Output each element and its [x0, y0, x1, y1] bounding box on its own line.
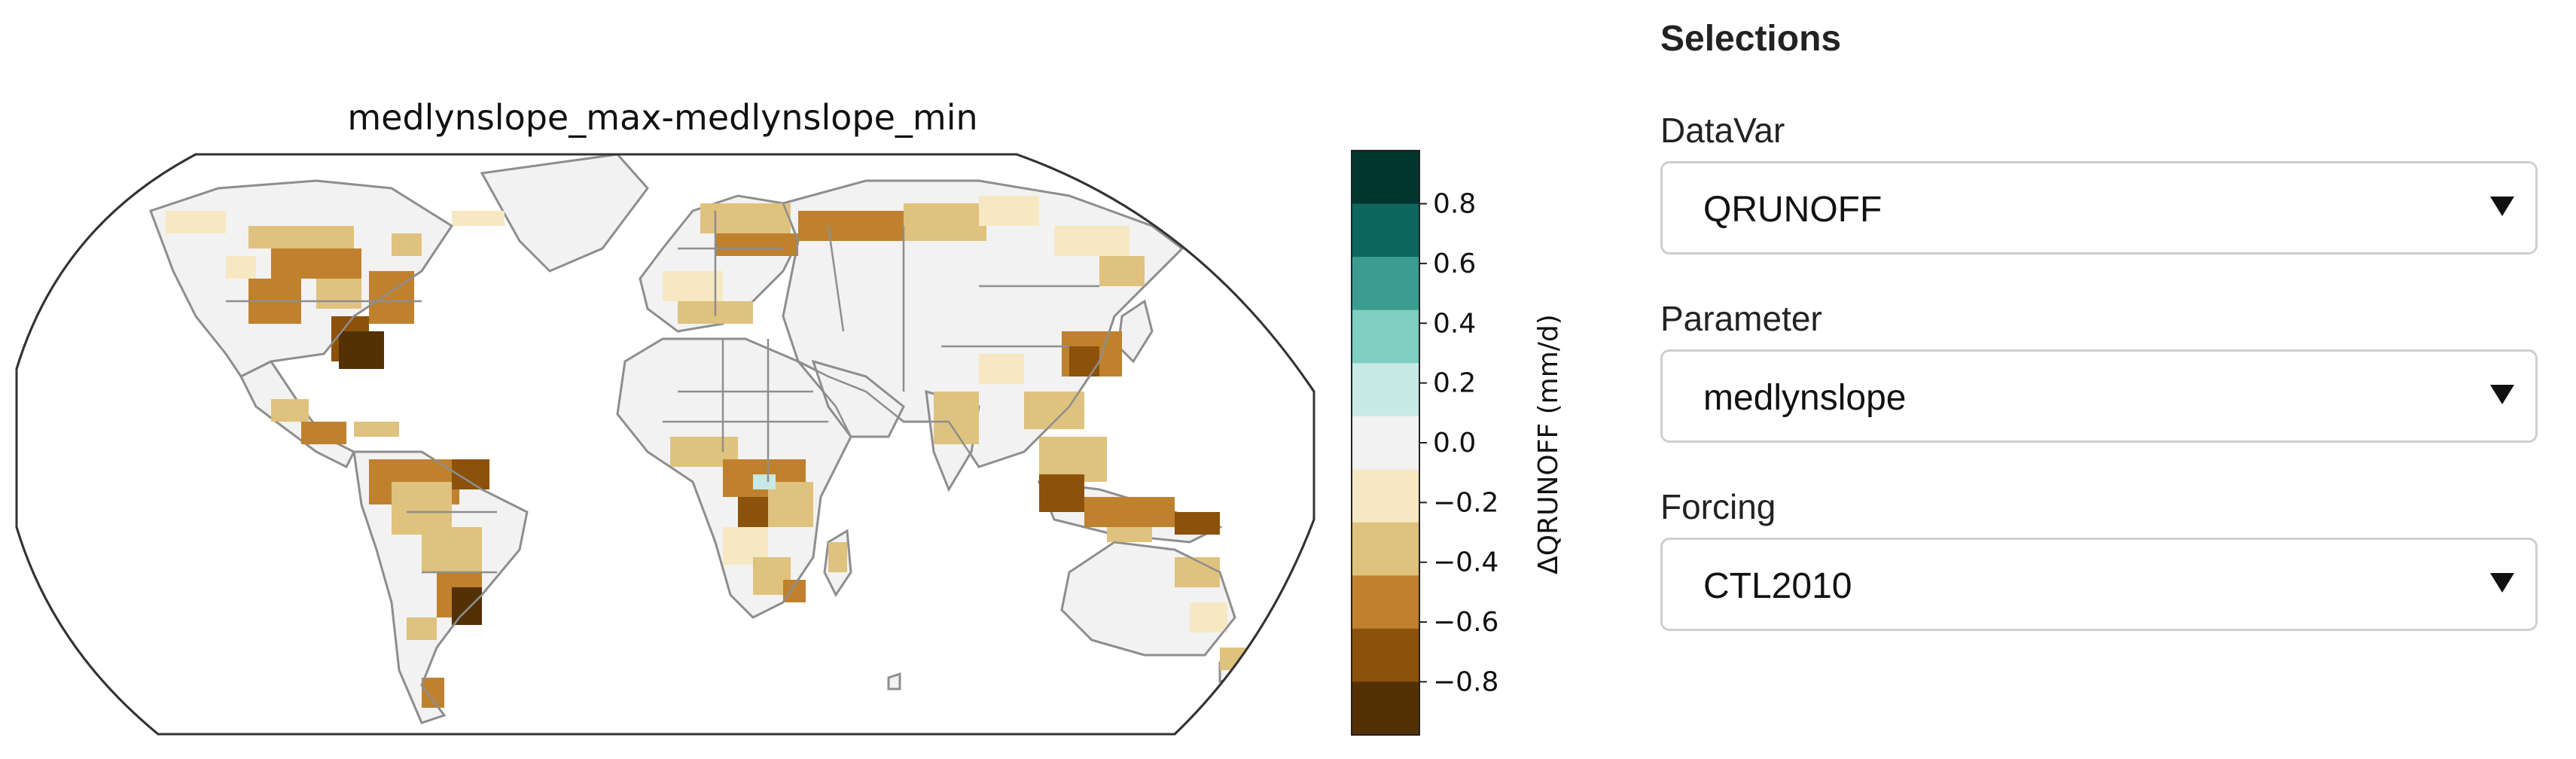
- selections-heading: Selections: [1660, 18, 1841, 59]
- datavar-value: QRUNOFF: [1703, 189, 1882, 230]
- colorbar-tick-label: −0.8: [1433, 666, 1498, 697]
- colorbar-tick-label: −0.2: [1433, 487, 1498, 518]
- selections-panel: Selections DataVar QRUNOFF Parameter med…: [1660, 0, 2576, 759]
- colorbar-segment: [1352, 151, 1419, 204]
- colorbar-segment: [1352, 257, 1419, 310]
- colorbar-segment: [1352, 469, 1419, 523]
- colorbar-segment: [1352, 629, 1419, 682]
- colorbar-tick-label: 0.8: [1433, 189, 1476, 220]
- chevron-down-icon: [2490, 573, 2514, 593]
- chevron-down-icon: [2490, 385, 2514, 404]
- parameter-label: Parameter: [1660, 298, 1822, 339]
- colorbar-tick-label: 0.0: [1433, 428, 1476, 459]
- colorbar: 0.8 0.6 0.4 0.2 0.0 −0.2 −0.4 −0.6 −0.8: [1352, 151, 1498, 736]
- map-figure: medlynslope_max-medlynslope_min: [0, 0, 1604, 759]
- colorbar-tick-label: 0.6: [1433, 248, 1476, 279]
- colorbar-segment: [1352, 363, 1419, 416]
- colorbar-label: ΔQRUNOFF (mm/d): [1533, 314, 1564, 575]
- parameter-value: medlynslope: [1703, 377, 1906, 419]
- colorbar-tick-label: −0.4: [1433, 547, 1498, 578]
- parameter-select[interactable]: medlynslope: [1660, 349, 2538, 443]
- chevron-down-icon: [2490, 197, 2514, 216]
- colorbar-tick-label: 0.4: [1433, 308, 1476, 339]
- colorbar-tick-label: −0.6: [1433, 607, 1498, 638]
- datavar-select[interactable]: QRUNOFF: [1660, 161, 2538, 255]
- map-title: medlynslope_max-medlynslope_min: [347, 97, 977, 138]
- forcing-label: Forcing: [1660, 486, 1776, 527]
- forcing-value: CTL2010: [1703, 565, 1852, 607]
- colorbar-tick-label: 0.2: [1433, 368, 1476, 399]
- tasmania: [889, 674, 900, 689]
- colorbar-segment: [1352, 575, 1419, 629]
- colorbar-segment: [1352, 681, 1419, 735]
- forcing-select[interactable]: CTL2010: [1660, 538, 2538, 631]
- colorbar-segment: [1352, 523, 1419, 576]
- datavar-label: DataVar: [1660, 110, 1785, 151]
- colorbar-segment: [1352, 416, 1419, 470]
- colorbar-segment: [1352, 204, 1419, 258]
- colorbar-segment: [1352, 310, 1419, 364]
